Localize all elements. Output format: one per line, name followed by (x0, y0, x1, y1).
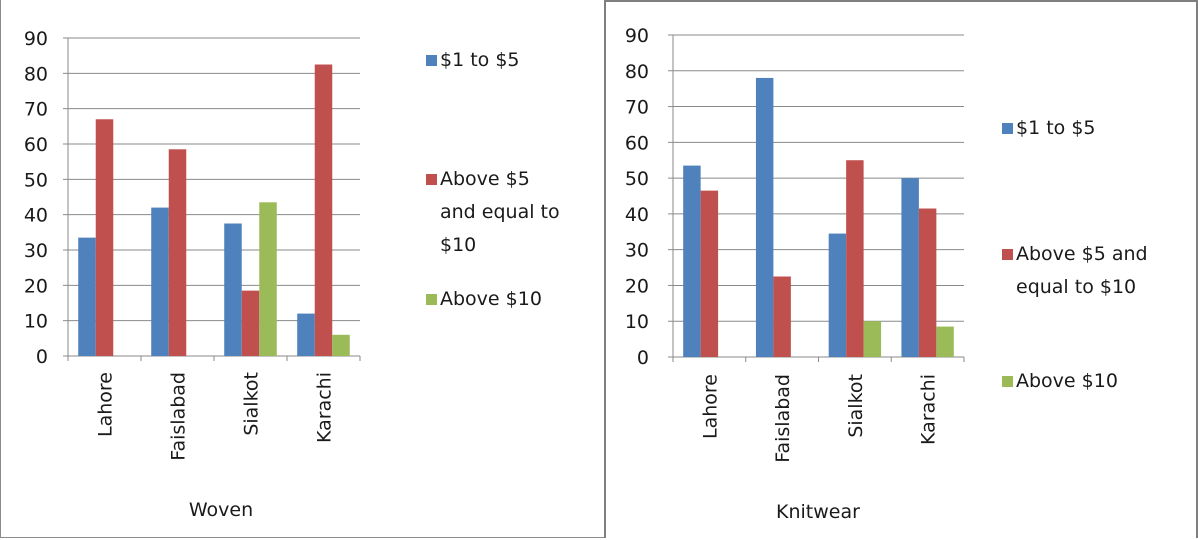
legend-label: Above $5 and equal to $10 (1016, 243, 1148, 298)
y-tick-label: 70 (24, 99, 48, 121)
y-tick-label: 40 (625, 204, 649, 226)
bar-faislabad-series-2 (773, 276, 791, 357)
x-category-label: Lahore (95, 372, 117, 437)
y-tick-label: 0 (36, 346, 48, 368)
x-category-label: Lahore (699, 374, 721, 439)
y-tick-label: 80 (24, 63, 48, 85)
bar-lahore-series-1 (683, 165, 701, 357)
y-tick-label: 90 (625, 25, 649, 47)
y-tick-label: 60 (625, 132, 649, 154)
bar-lahore-series-2 (95, 119, 114, 357)
bar-sialkot-series-3 (259, 202, 277, 356)
woven-chart: 0 10 20 30 40 50 60 70 80 90 Lahore Faislabad Sialko… (24, 28, 361, 521)
x-category-label: Sialkot (241, 372, 263, 436)
y-tick-label: 30 (625, 240, 649, 262)
bar-karachi-series-3 (332, 334, 350, 356)
bar-sialkot-series-2 (241, 290, 260, 356)
y-tick-label: 30 (24, 240, 48, 262)
knitwear-chart-panel: 0 10 20 30 40 50 60 70 80 90 Lahore Faislabad Sialko… (604, 0, 1198, 538)
legend-item-series-3: Above $10 (1002, 365, 1166, 398)
knitwear-chart-legend: $1 to $5 Above $5 and equal to $10 Above… (1002, 2, 1182, 540)
bar-lahore-series-2 (700, 190, 719, 357)
y-tick-label: 0 (637, 347, 649, 369)
bar-karachi-series-1 (901, 178, 919, 357)
y-tick-label: 80 (625, 61, 649, 83)
legend-label: $1 to $5 (1016, 117, 1096, 139)
legend-label: Above $10 (440, 288, 542, 310)
x-category-label: Faislabad (168, 372, 190, 461)
bar-karachi-series-2 (314, 64, 333, 356)
legend-item-series-1: $1 to $5 (426, 44, 580, 77)
bar-lahore-series-1 (78, 237, 96, 356)
legend-swatch (426, 174, 437, 185)
y-tick-label: 10 (24, 311, 48, 333)
legend-item-series-1: $1 to $5 (1002, 112, 1166, 145)
x-axis-title: Woven (189, 499, 253, 521)
bar-sialkot-series-3 (863, 321, 882, 357)
y-tick-label: 70 (625, 97, 649, 119)
x-category-label: Faislabad (772, 374, 794, 463)
x-category-label: Karachi (918, 374, 940, 445)
legend-item-series-3: Above $10 (426, 283, 580, 316)
legend-label: $1 to $5 (440, 49, 520, 71)
bar-karachi-series-3 (936, 326, 954, 357)
legend-label: Above $5 and equal to $10 (440, 168, 560, 256)
y-tick-label: 90 (24, 28, 48, 50)
legend-item-series-2: Above $5 and equal to $10 (1002, 238, 1166, 304)
x-category-label: Sialkot (845, 374, 867, 438)
y-tick-label: 50 (625, 168, 649, 190)
y-tick-label: 40 (24, 205, 48, 227)
woven-chart-panel: 0 10 20 30 40 50 60 70 80 90 Lahore Faislabad Sialko… (0, 0, 604, 538)
legend-swatch (1002, 376, 1013, 387)
bar-karachi-series-2 (918, 208, 937, 357)
bar-sialkot-series-1 (224, 223, 242, 356)
legend-swatch (1002, 249, 1013, 260)
y-tick-label: 20 (24, 275, 48, 297)
y-tick-label: 60 (24, 134, 48, 156)
knitwear-chart: 0 10 20 30 40 50 60 70 80 90 Lahore Faislabad Sialko… (625, 25, 965, 523)
legend-swatch (426, 294, 437, 305)
legend-label: Above $10 (1016, 370, 1118, 392)
legend-swatch (1002, 123, 1013, 134)
bar-sialkot-series-2 (846, 160, 864, 357)
y-tick-label: 10 (625, 311, 649, 333)
bar-faislabad-series-1 (151, 207, 169, 356)
y-tick-label: 50 (24, 169, 48, 191)
legend-item-series-2: Above $5 and equal to $10 (426, 163, 570, 262)
legend-swatch (426, 55, 437, 66)
bar-faislabad-series-1 (755, 77, 774, 357)
bar-karachi-series-1 (297, 313, 315, 356)
woven-chart-legend: $1 to $5 Above $5 and equal to $10 Above… (426, 0, 596, 538)
y-tick-label: 20 (625, 275, 649, 297)
bar-sialkot-series-1 (828, 233, 847, 357)
x-axis-title: Knitwear (776, 501, 860, 523)
bar-faislabad-series-2 (168, 149, 187, 356)
x-category-label: Karachi (314, 372, 336, 443)
